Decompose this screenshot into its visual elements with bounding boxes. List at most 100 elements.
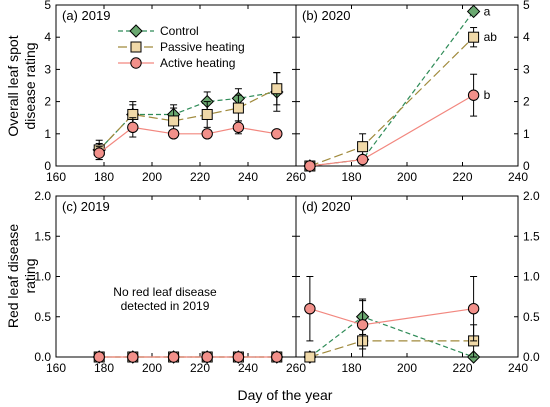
data-point <box>304 303 316 315</box>
data-point <box>93 147 105 159</box>
x-tick-label: 180 <box>341 170 361 184</box>
x-tick-label: 180 <box>94 170 114 184</box>
series-passive-heating <box>304 324 480 363</box>
note-text: detected in 2019 <box>121 299 210 313</box>
panel-label: (c) 2019 <box>62 199 110 214</box>
x-tick-label: 260 <box>286 361 306 375</box>
y-tick-label-right: 1.5 <box>523 229 540 243</box>
y-tick-label: 1.0 <box>34 270 51 284</box>
y-tick-label: 1 <box>44 127 51 141</box>
x-tick-label: 260 <box>286 170 306 184</box>
series-line <box>309 94 474 167</box>
y-tick-label: 4 <box>44 30 51 44</box>
x-tick-label: 240 <box>238 170 258 184</box>
x-tick-label: 200 <box>142 170 162 184</box>
panel-a: 160 180 200 220 240 260 0 1 2 3 4 5 (a) 2019 <box>44 0 306 184</box>
x-tick-label: 200 <box>397 361 417 375</box>
legend-label: Passive heating <box>160 40 245 54</box>
panel-frame <box>295 4 519 167</box>
data-point <box>467 89 480 101</box>
data-point <box>201 351 213 363</box>
data-point <box>271 128 283 140</box>
y-tick-label-right: 2.0 <box>523 189 540 203</box>
series-active-heating <box>93 117 283 161</box>
x-tick-label: 160 <box>46 170 66 184</box>
data-point <box>467 303 480 315</box>
series-line <box>309 36 475 167</box>
panel-frame <box>55 195 297 358</box>
data-point <box>168 115 180 127</box>
x-tick-label: 180 <box>94 361 114 375</box>
significance-letter: b <box>484 88 491 102</box>
data-point <box>271 83 283 95</box>
data-point <box>167 351 180 363</box>
series-line <box>98 126 277 154</box>
data-point <box>304 351 316 363</box>
x-tick-label: 240 <box>238 361 258 375</box>
series-control <box>92 72 284 157</box>
y-tick-label-right: 3 <box>523 62 530 76</box>
x-tick-label: 160 <box>46 361 66 375</box>
data-point <box>468 31 480 43</box>
y-tick-label: 0.5 <box>34 310 51 324</box>
y-axis-label-bottom-line1: Red leaf disease <box>5 224 21 329</box>
x-tick-label: 240 <box>508 361 528 375</box>
data-point <box>127 351 139 363</box>
y-tick-label: 3 <box>44 62 51 76</box>
legend-label: Control <box>160 24 199 38</box>
y-axis-label-top-line2: disease rating <box>22 42 38 129</box>
data-point <box>167 128 180 140</box>
series-line <box>98 91 277 151</box>
legend-label: Active heating <box>160 56 235 70</box>
x-tick-label: 220 <box>190 170 210 184</box>
x-tick-label: 220 <box>452 170 472 184</box>
y-tick-label-right: 1 <box>523 127 530 141</box>
y-tick-label-right: 4 <box>523 30 530 44</box>
x-tick-label: 180 <box>341 361 361 375</box>
data-point <box>356 153 369 166</box>
panel-label: (d) 2020 <box>302 199 350 214</box>
x-axis-label: Day of the year <box>238 387 333 403</box>
data-point <box>271 351 283 363</box>
y-tick-label: 2.0 <box>34 189 51 203</box>
data-point <box>127 121 139 134</box>
series-line <box>98 88 278 151</box>
data-point <box>304 160 316 172</box>
series-control <box>303 4 481 173</box>
series-active-heating <box>93 351 283 363</box>
series-active-heating <box>304 73 480 172</box>
y-tick-label: 5 <box>44 0 51 12</box>
series-passive-heating <box>93 72 283 161</box>
note-text: No red leaf disease <box>113 285 217 299</box>
y-axis-label-top-line1: Overall leaf spot <box>5 35 21 136</box>
y-tick-label-right: 2 <box>523 95 530 109</box>
series-active-heating <box>304 276 480 350</box>
panel-c: 160 180 200 220 240 260 0.0 0.5 1.0 1.5 2.0 (c) 201… <box>34 189 306 375</box>
series-line <box>309 308 474 326</box>
x-tick-label: 220 <box>452 361 472 375</box>
y-tick-label: 0 <box>44 159 51 173</box>
y-tick-label-right: 0.5 <box>523 310 540 324</box>
panel-label: (b) 2020 <box>302 8 350 23</box>
data-point <box>232 102 244 114</box>
significance-letter: a <box>484 4 491 18</box>
y-tick-label-right: 0 <box>523 159 530 173</box>
data-point <box>201 128 213 140</box>
data-point <box>232 121 245 134</box>
y-tick-label: 0.0 <box>34 350 51 364</box>
series-line <box>309 316 474 358</box>
series-control <box>303 298 481 364</box>
data-point <box>232 351 245 363</box>
legend: Control Passive heating Active heating <box>118 24 245 70</box>
x-tick-label: 200 <box>397 170 417 184</box>
data-point <box>356 319 369 331</box>
x-tick-label: 240 <box>508 170 528 184</box>
significance-letter: ab <box>484 30 498 44</box>
legend-marker <box>129 24 143 38</box>
y-tick-label: 2 <box>44 95 51 109</box>
y-tick-label: 1.5 <box>34 229 51 243</box>
